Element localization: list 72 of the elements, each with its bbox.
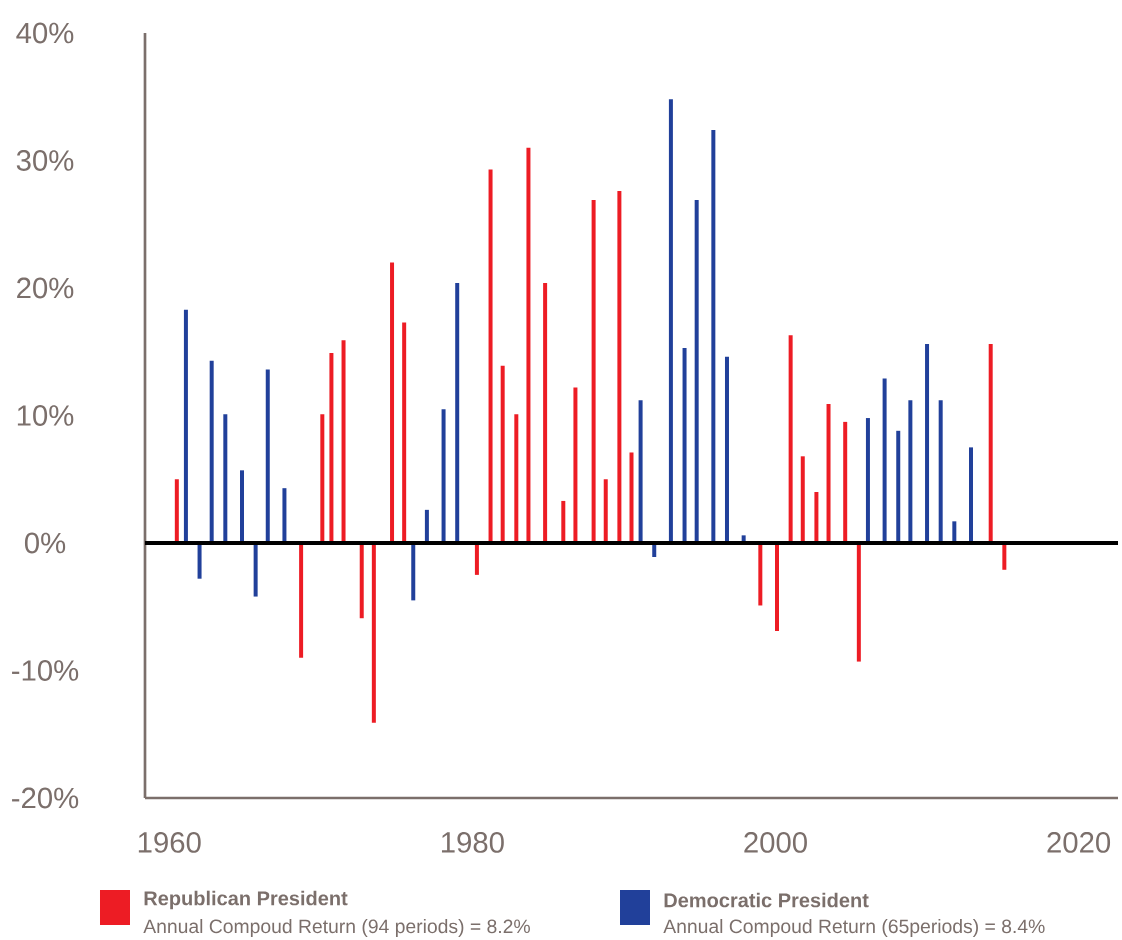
bar xyxy=(826,404,831,543)
bar xyxy=(197,543,202,579)
y-tick-label: 30% xyxy=(16,150,74,171)
bar xyxy=(573,387,578,543)
y-tick-label: -10% xyxy=(12,660,79,681)
legend-label: Republican President xyxy=(144,890,348,910)
bar xyxy=(174,479,179,543)
bar xyxy=(882,378,887,543)
bar xyxy=(299,543,304,658)
bar xyxy=(814,492,819,543)
y-tick-label: 40% xyxy=(16,22,74,44)
bar xyxy=(668,99,673,543)
bar xyxy=(694,200,699,543)
x-tick-label: 2000 xyxy=(744,832,807,853)
bar xyxy=(952,521,957,543)
bar xyxy=(402,322,407,543)
text: Annual Compoud Return (65periods) = 8.4% xyxy=(663,918,1045,938)
bar xyxy=(371,543,376,723)
bar xyxy=(758,543,763,606)
bar xyxy=(865,418,870,543)
bar xyxy=(788,335,793,543)
bar xyxy=(514,414,519,543)
bar xyxy=(561,500,566,543)
bar xyxy=(969,447,973,543)
bar xyxy=(843,421,848,543)
legend-label: Democratic President xyxy=(664,892,869,908)
bar xyxy=(441,409,446,543)
x-tick-label: 2020 xyxy=(1047,832,1111,853)
bar xyxy=(253,543,258,597)
bar xyxy=(638,400,643,543)
bar xyxy=(925,344,930,543)
y-tick-label: 0% xyxy=(24,532,66,554)
x-tick-label: 1980 xyxy=(441,832,504,853)
bar xyxy=(183,309,188,543)
bar xyxy=(856,543,861,662)
bar xyxy=(209,360,214,543)
bar xyxy=(603,479,608,543)
bar xyxy=(329,353,334,543)
bar xyxy=(223,414,228,543)
text: Annual Compoud Return (94 periods) = 8.2% xyxy=(143,918,530,938)
bar xyxy=(543,282,548,543)
bar xyxy=(526,147,531,543)
bar xyxy=(775,543,779,631)
y-tick-label: -20% xyxy=(12,787,79,809)
bar xyxy=(390,262,395,543)
bar xyxy=(591,200,596,543)
bar xyxy=(500,365,505,543)
bar xyxy=(617,191,622,543)
bar xyxy=(359,543,364,619)
bar xyxy=(411,543,416,601)
bar xyxy=(938,400,943,543)
bar xyxy=(988,344,993,543)
bar xyxy=(1002,543,1007,570)
bar xyxy=(488,169,493,543)
bar xyxy=(341,340,346,543)
bar xyxy=(455,282,460,543)
bar xyxy=(629,452,634,543)
bar xyxy=(800,456,805,543)
bar xyxy=(908,400,913,543)
bar xyxy=(265,369,270,543)
bar xyxy=(724,356,729,543)
bar xyxy=(711,129,716,543)
y-tick-label: 10% xyxy=(17,405,74,426)
bar xyxy=(282,488,287,543)
bar xyxy=(474,543,479,575)
y-tick-label: 20% xyxy=(17,277,74,299)
x-tick-label: 1960 xyxy=(138,832,201,853)
bar xyxy=(896,430,901,543)
bar xyxy=(424,509,429,543)
bar xyxy=(682,347,687,543)
bar xyxy=(320,414,325,543)
bar xyxy=(239,470,244,543)
